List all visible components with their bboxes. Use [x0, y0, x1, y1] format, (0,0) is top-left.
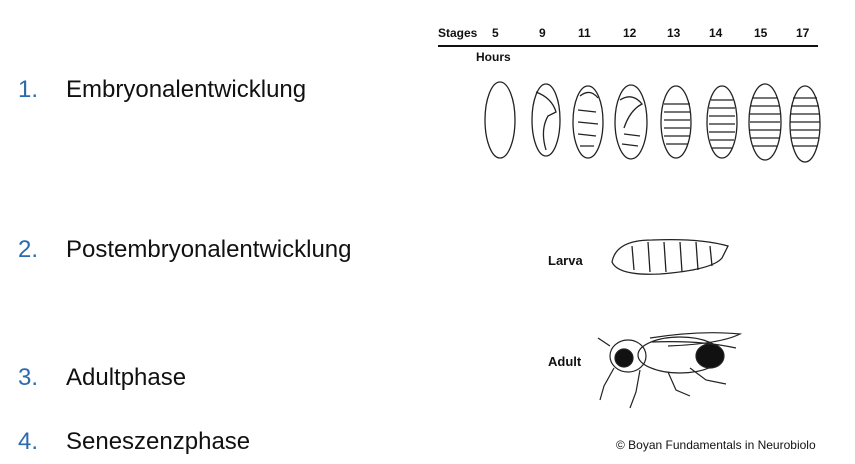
- stage-axis-rule: [438, 45, 818, 47]
- larva-drawing: [611, 238, 729, 275]
- embryo-stage-9: [531, 83, 561, 157]
- image-credit: © Boyan Fundamentals in Neurobiolo: [616, 438, 816, 452]
- embryo-stage-11: [572, 85, 604, 159]
- stages-header: Stages 5 9 11 12 13 14 15 17: [438, 26, 818, 46]
- embryo-stage-15: [748, 83, 782, 161]
- larva-label: Larva: [548, 253, 583, 268]
- stages-label: Stages: [438, 26, 478, 40]
- stage-number: 13: [667, 26, 681, 40]
- list-item-1: 1. Embryonalentwicklung: [18, 76, 306, 104]
- list-number: 1.: [18, 76, 39, 103]
- embryo-drawings: [484, 81, 821, 163]
- list-item-2: 2. Postembryonalentwicklung: [18, 236, 351, 264]
- adult-label: Adult: [548, 354, 582, 369]
- list-item-3: 3. Adultphase: [18, 364, 186, 392]
- stage-number: 17: [796, 26, 810, 40]
- embryo-stage-12: [614, 84, 648, 160]
- stage-number: 9: [539, 26, 546, 40]
- list-text: Embryonalentwicklung: [66, 76, 307, 103]
- list-text: Adultphase: [66, 364, 187, 391]
- adult-fly-drawing: [597, 332, 743, 409]
- embryo-stage-5: [484, 81, 516, 159]
- list-number: 3.: [18, 364, 39, 391]
- list-text: Postembryonalentwicklung: [66, 236, 352, 263]
- stage-number: 15: [754, 26, 768, 40]
- embryo-stage-13: [660, 85, 692, 159]
- stage-number: 14: [709, 26, 723, 40]
- stage-number: 5: [492, 26, 499, 40]
- embryo-stage-14: [706, 85, 738, 159]
- stage-number: 11: [578, 26, 591, 40]
- list-number: 4.: [18, 428, 39, 455]
- stage-number: 12: [623, 26, 637, 40]
- list-number: 2.: [18, 236, 39, 263]
- embryo-stage-17: [789, 85, 821, 163]
- list-item-4: 4. Seneszenzphase: [18, 428, 250, 456]
- hours-label: Hours: [476, 50, 511, 64]
- list-text: Seneszenzphase: [66, 428, 251, 455]
